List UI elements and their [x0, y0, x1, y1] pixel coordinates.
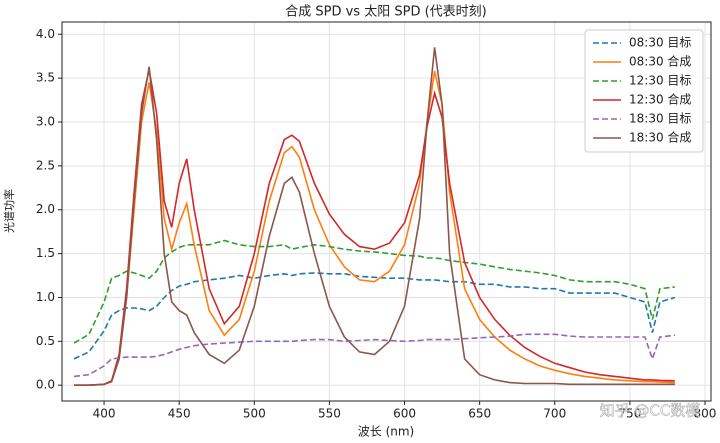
- legend-label: 18:30 目标: [629, 112, 691, 126]
- x-axis-label: 波长 (nm): [358, 425, 414, 439]
- x-tick-label: 550: [318, 407, 341, 421]
- x-tick-label: 400: [93, 407, 116, 421]
- x-tick-label: 650: [468, 407, 491, 421]
- y-tick-label: 0.5: [36, 334, 55, 348]
- legend-label: 18:30 合成: [629, 130, 691, 145]
- x-tick-label: 500: [243, 407, 266, 421]
- y-tick-label: 3.5: [36, 71, 55, 85]
- y-tick-label: 1.5: [36, 246, 55, 260]
- x-tick-label: 750: [618, 407, 641, 421]
- legend-box: [584, 29, 704, 153]
- series-line: [73, 333, 675, 378]
- y-tick-label: 2.0: [36, 202, 55, 216]
- y-tick-label: 0.0: [36, 378, 55, 392]
- series-line: [74, 47, 675, 387]
- y-axis-label: 光谱功率: [2, 189, 16, 233]
- y-tick-label: 1.0: [36, 290, 55, 304]
- y-tick-label: 4.0: [36, 27, 55, 41]
- plot-frame: [61, 21, 712, 402]
- x-tick-label: 700: [543, 407, 566, 421]
- x-tick-label: 450: [168, 407, 191, 421]
- x-tick-label: 600: [393, 407, 416, 421]
- series-line: [73, 239, 675, 344]
- series-line: [73, 272, 676, 360]
- y-tick-label: 3.0: [36, 115, 55, 129]
- x-tick-label: 800: [694, 407, 717, 421]
- legend-label: 08:30 目标: [629, 36, 691, 50]
- y-tick-label: 2.5: [36, 158, 55, 172]
- legend-label: 08:30 合成: [629, 54, 691, 69]
- chart-title: 合成 SPD vs 太阳 SPD (代表时刻): [285, 5, 486, 20]
- legend-label: 12:30 目标: [629, 74, 691, 88]
- legend-label: 12:30 合成: [629, 92, 691, 107]
- watermark: 知乎 @CC数模: [600, 402, 701, 420]
